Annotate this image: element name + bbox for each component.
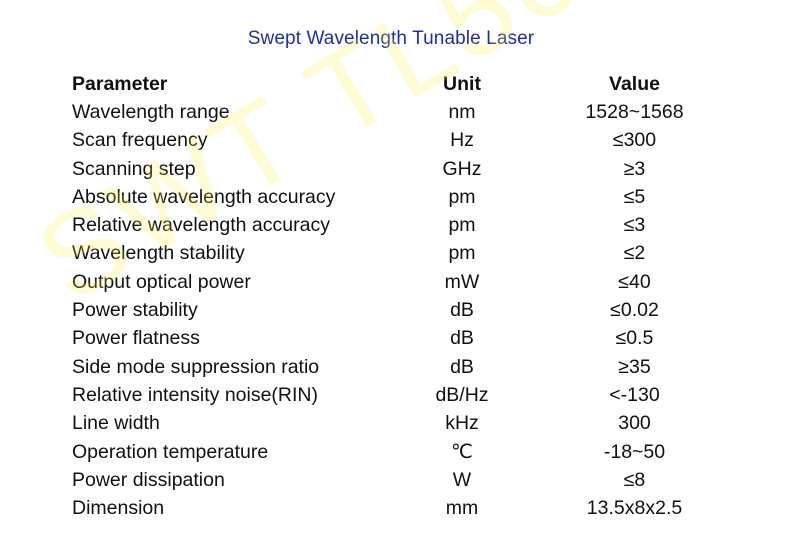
cell-unit: nm: [448, 100, 476, 123]
header-parameter: Parameter: [72, 72, 168, 95]
cell-value: ≤0.5: [615, 327, 654, 350]
cell-parameter: Power dissipation: [72, 468, 225, 491]
table-row: Wavelength range nm 1528~1568: [72, 98, 757, 126]
cell-value: 13.5x8x2.5: [586, 497, 683, 520]
cell-parameter: Scan frequency: [72, 129, 208, 152]
cell-value: -18~50: [603, 440, 666, 463]
header-value: Value: [609, 72, 660, 95]
cell-unit: dB: [450, 299, 474, 322]
cell-parameter: Line width: [72, 412, 160, 435]
cell-parameter: Operation temperature: [72, 440, 269, 463]
table-row: Power dissipation W ≤8: [72, 466, 757, 494]
cell-unit: ℃: [451, 441, 473, 463]
table-row: Relative wavelength accuracy pm ≤3: [72, 211, 757, 239]
header-unit: Unit: [443, 72, 481, 95]
table-row: Side mode suppression ratio dB ≥35: [72, 353, 757, 381]
cell-value: ≤3: [623, 214, 646, 237]
cell-parameter: Relative wavelength accuracy: [72, 214, 330, 237]
table-row: Relative intensity noise(RIN) dB/Hz <-130: [72, 381, 757, 409]
table-row: Dimension mm 13.5x8x2.5: [72, 494, 757, 522]
cell-value: 300: [618, 412, 651, 435]
table-row: Scan frequency Hz ≤300: [72, 127, 757, 155]
cell-unit: dB/Hz: [435, 383, 489, 406]
table-row: Output optical power mW ≤40: [72, 268, 757, 296]
table-row: Line width kHz 300: [72, 410, 757, 438]
cell-unit: GHz: [442, 157, 482, 180]
cell-value: ≤0.02: [610, 299, 659, 322]
cell-unit: pm: [448, 214, 476, 237]
page-title: Swept Wavelength Tunable Laser: [247, 28, 535, 49]
table-row: Operation temperature ℃ -18~50: [72, 438, 757, 466]
cell-value: ≤5: [623, 185, 646, 208]
cell-value: <-130: [609, 383, 660, 406]
cell-unit: mW: [444, 270, 480, 293]
spec-table: Parameter Unit Value Wavelength range nm 1…: [72, 70, 757, 523]
cell-parameter: Power flatness: [72, 327, 200, 350]
cell-value: ≤40: [618, 270, 651, 293]
table-row: Power stability dB ≤0.02: [72, 296, 757, 324]
table-row: Wavelength stability pm ≤2: [72, 240, 757, 268]
cell-unit: kHz: [445, 412, 479, 435]
cell-value: ≥3: [623, 157, 646, 180]
table-body: Wavelength range nm 1528~1568 Scan frequenc…: [72, 98, 757, 522]
cell-parameter: Scanning step: [72, 157, 196, 180]
cell-unit: pm: [448, 185, 476, 208]
cell-unit: W: [452, 468, 472, 491]
table-row: Scanning step GHz ≥3: [72, 155, 757, 183]
cell-unit: pm: [448, 242, 476, 265]
table-row: Power flatness dB ≤0.5: [72, 325, 757, 353]
cell-parameter: Dimension: [72, 497, 165, 520]
table-header-row: Parameter Unit Value: [72, 70, 757, 98]
cell-parameter: Power stability: [72, 299, 198, 322]
cell-parameter: Output optical power: [72, 270, 251, 293]
table-row: Absolute wavelength accuracy pm ≤5: [72, 183, 757, 211]
cell-unit: dB: [450, 355, 474, 378]
cell-unit: Hz: [450, 129, 474, 152]
cell-parameter: Absolute wavelength accuracy: [72, 185, 336, 208]
cell-value: ≥35: [618, 355, 651, 378]
cell-unit: mm: [445, 497, 479, 520]
cell-value: ≤300: [612, 129, 657, 152]
cell-value: ≤2: [623, 242, 646, 265]
cell-parameter: Wavelength range: [72, 100, 230, 123]
cell-value: ≤8: [623, 468, 646, 491]
cell-parameter: Side mode suppression ratio: [72, 355, 320, 378]
cell-value: 1528~1568: [585, 100, 684, 123]
cell-unit: dB: [450, 327, 474, 350]
cell-parameter: Relative intensity noise(RIN): [72, 383, 319, 406]
cell-parameter: Wavelength stability: [72, 242, 245, 265]
